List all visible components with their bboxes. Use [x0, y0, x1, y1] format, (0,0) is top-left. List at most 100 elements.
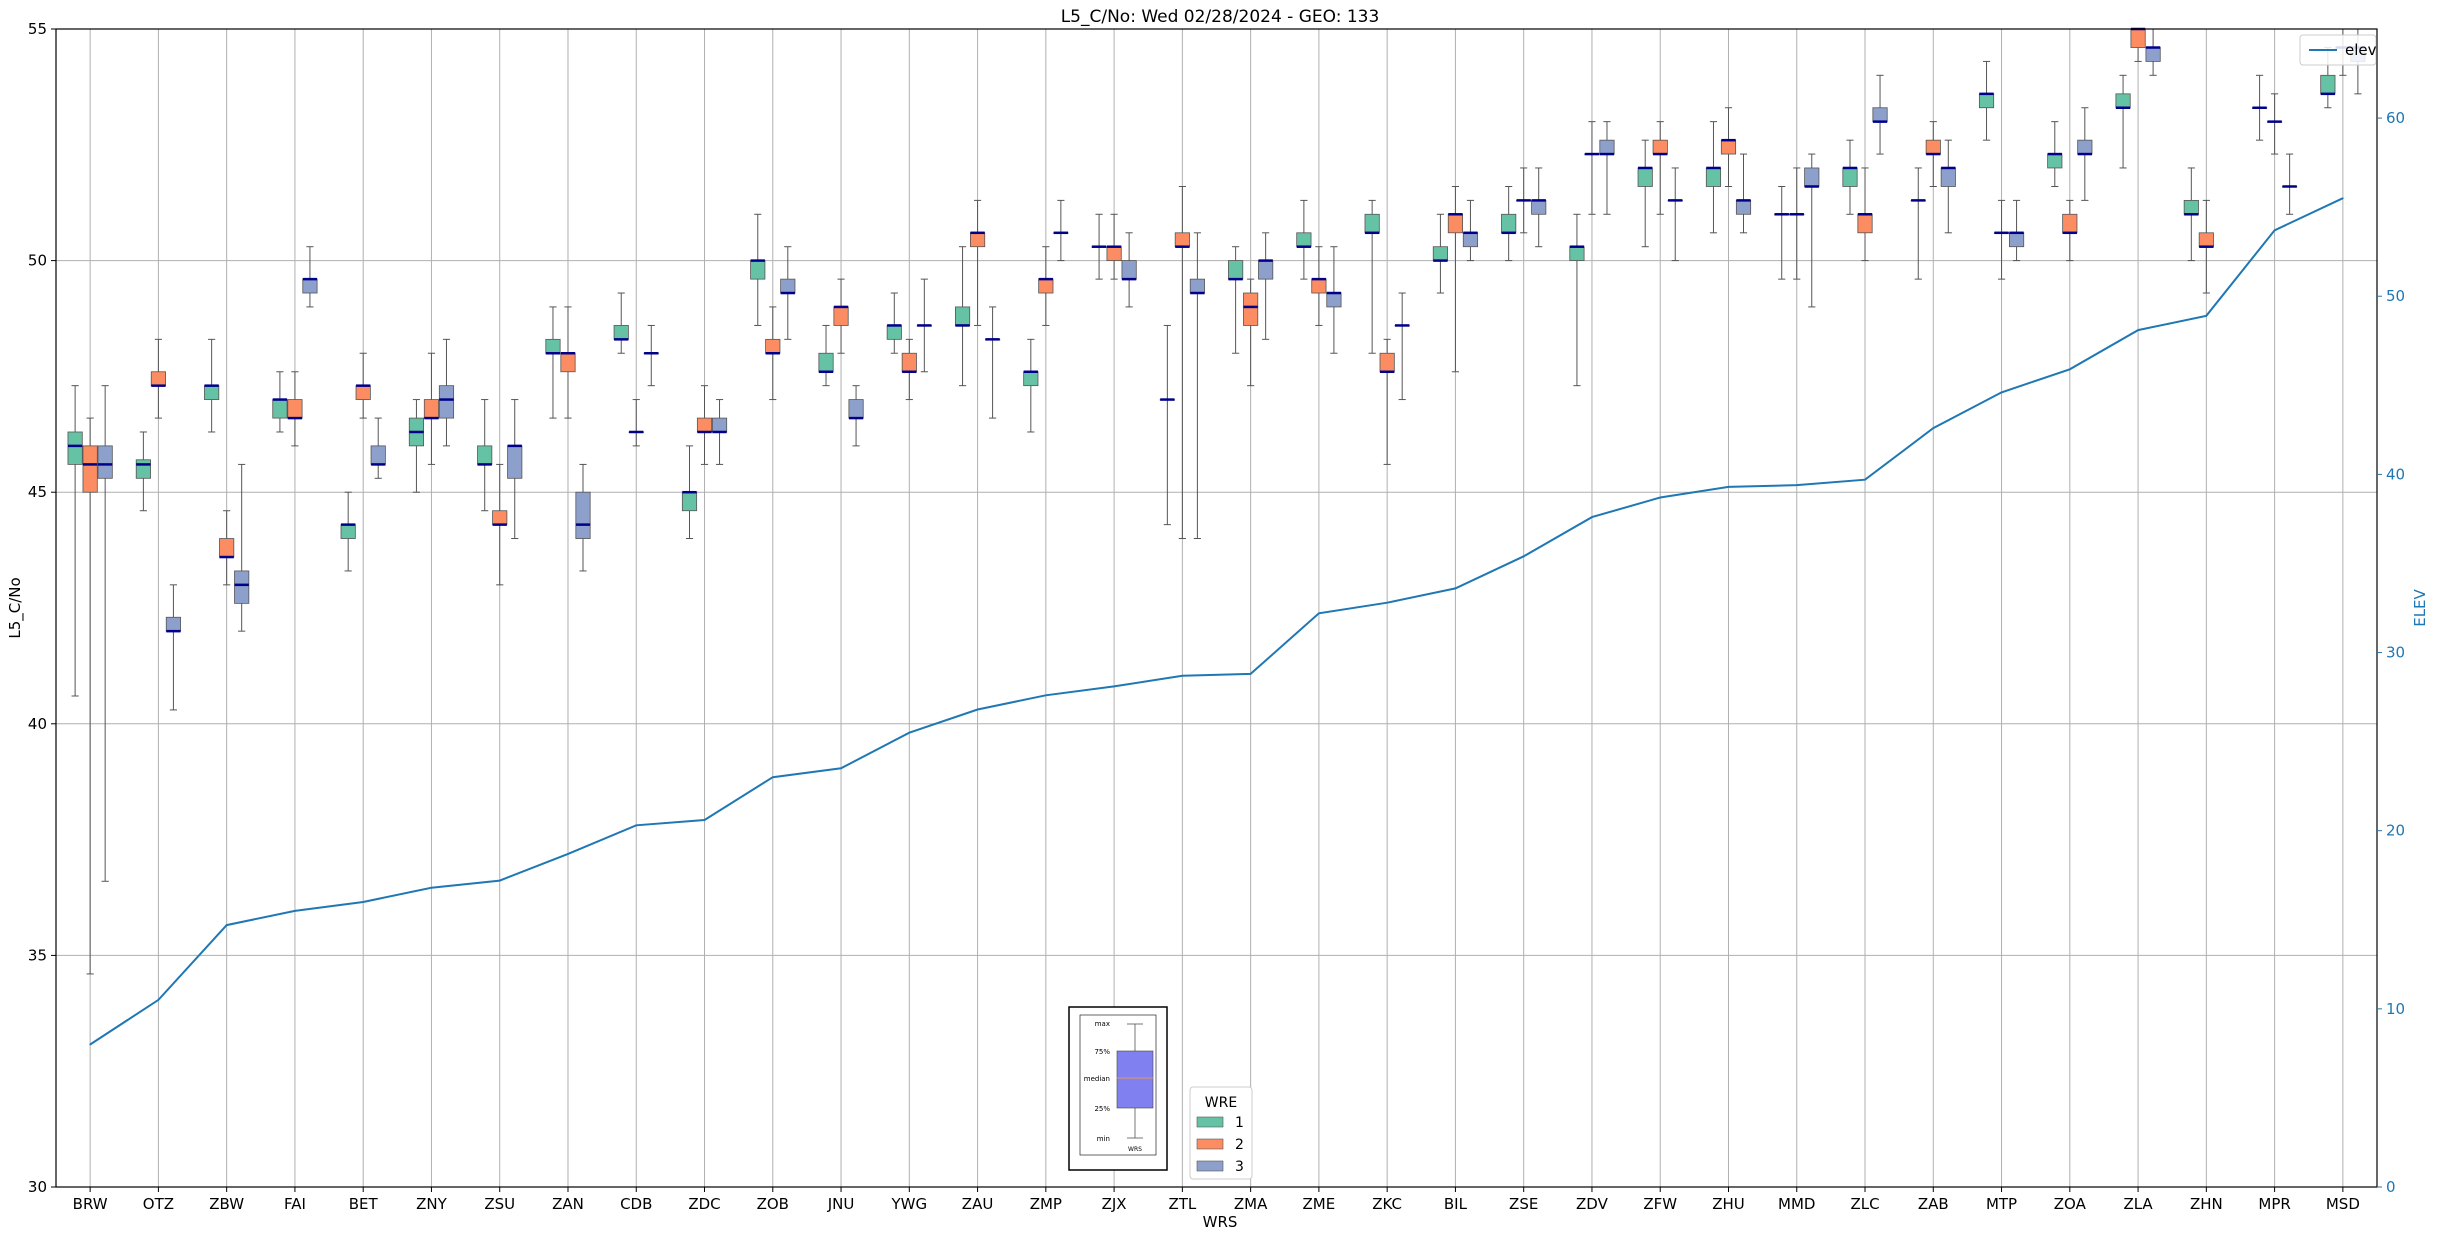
- box-ZOB-wre-3: [780, 246, 796, 340]
- elev-point: [89, 1043, 91, 1046]
- box-BIL-wre-1: [1432, 213, 1448, 294]
- box-ZSE-wre-2: [1516, 167, 1532, 234]
- box-iqr: [1637, 167, 1653, 187]
- box-MMD-wre-1: [1774, 185, 1790, 280]
- elev-point: [157, 999, 160, 1001]
- box-iqr: [477, 445, 493, 465]
- key-xlabel: WRS: [1128, 1146, 1142, 1153]
- x-tick-label: ZME: [1303, 1195, 1336, 1213]
- x-tick-label: FAI: [284, 1195, 306, 1213]
- box-ZOA-wre-2: [2062, 199, 2078, 262]
- elev-point: [908, 731, 911, 734]
- box-ZAB-wre-1: [1910, 167, 1926, 280]
- elev-point: [1591, 516, 1593, 518]
- box-BET-wre-1: [340, 491, 356, 572]
- box-ZAN-wre-2: [560, 306, 576, 419]
- right-y-tick-label: 50: [2386, 287, 2405, 305]
- box-iqr: [2077, 139, 2093, 155]
- elev-line-series: [89, 197, 2344, 1046]
- box-ZDC-wre-3: [711, 399, 728, 465]
- box-iqr: [1804, 167, 1820, 187]
- box-OTZ-wre-3: [165, 584, 181, 711]
- box-iqr: [833, 306, 849, 326]
- box-iqr: [1364, 213, 1380, 234]
- elev-point: [1454, 587, 1457, 590]
- x-tick-label: ZJX: [1102, 1195, 1127, 1213]
- box-CDB-wre-3: [643, 324, 659, 387]
- box-iqr: [1243, 292, 1259, 326]
- wre-legend-swatch-1: [1196, 1116, 1224, 1128]
- box-ZAU-wre-3: [985, 306, 1001, 419]
- box-ZNY-wre-2: [423, 352, 440, 465]
- elev-point: [362, 901, 364, 903]
- elev-legend-label: elev: [2345, 41, 2377, 59]
- box-MPR-wre-2: [2267, 93, 2283, 155]
- elev-point: [1932, 427, 1935, 429]
- box-iqr: [970, 232, 986, 248]
- right-y-tick-label: 10: [2386, 1000, 2405, 1018]
- box-ZLA-wre-2: [2130, 27, 2146, 62]
- x-tick-label: ZKC: [1372, 1195, 1402, 1213]
- right-y-axis-label: ELEV: [2411, 588, 2429, 626]
- box-BRW-wre-3: [97, 385, 113, 882]
- box-MTP-wre-1: [1978, 60, 1995, 141]
- y-tick-label: 50: [28, 252, 47, 270]
- x-tick-label: ZOA: [2054, 1195, 2087, 1213]
- x-tick-label: ZDC: [688, 1195, 720, 1213]
- box-ZBW-wre-3: [234, 463, 250, 632]
- elev-point: [2069, 368, 2071, 371]
- box-iqr: [681, 491, 698, 512]
- box-iqr: [1326, 292, 1342, 308]
- y-tick-label: 45: [28, 483, 47, 501]
- box-MTP-wre-2: [1993, 199, 2010, 280]
- x-tick-label: ZNY: [416, 1195, 447, 1213]
- box-iqr: [219, 538, 235, 558]
- right-y-tick-label: 40: [2386, 465, 2405, 483]
- wre-legend-label-2: 2: [1235, 1137, 1244, 1153]
- box-FAI-wre-2: [287, 371, 303, 447]
- box-iqr: [340, 524, 356, 539]
- box-iqr: [711, 417, 728, 433]
- elev-point: [2205, 315, 2208, 317]
- box-BET-wre-3: [370, 417, 386, 479]
- box-iqr: [204, 385, 220, 400]
- box-ZDC-wre-1: [681, 445, 698, 540]
- elev-point: [567, 853, 569, 855]
- box-OTZ-wre-1: [135, 431, 151, 512]
- box-JNU-wre-2: [833, 278, 849, 354]
- elev-point: [2137, 329, 2139, 331]
- box-ZKC-wre-3: [1394, 292, 1410, 401]
- box-ZOB-wre-2: [765, 306, 781, 401]
- box-ZOB-wre-1: [750, 213, 766, 326]
- x-tick-label: ZHN: [2190, 1195, 2223, 1213]
- box-ZAB-wre-3: [1940, 139, 1956, 234]
- box-iqr: [1106, 246, 1122, 261]
- box-iqr: [150, 371, 166, 387]
- box-ZAU-wre-2: [970, 199, 986, 326]
- box-ZHU-wre-2: [1720, 107, 1737, 187]
- grid-lines: [56, 28, 2377, 1188]
- box-iqr: [1652, 139, 1668, 155]
- box-iqr: [1978, 93, 1995, 109]
- box-ZJX-wre-3: [1121, 232, 1137, 308]
- box-ZTL-wre-1: [1159, 324, 1175, 526]
- box-FAI-wre-1: [272, 371, 288, 433]
- box-iqr: [67, 431, 83, 465]
- box-iqr: [1531, 199, 1547, 215]
- box-iqr: [1501, 213, 1517, 234]
- x-tick-label: ZHU: [1712, 1195, 1745, 1213]
- box-BET-wre-2: [355, 352, 371, 419]
- box-iqr: [1296, 232, 1312, 248]
- box-iqr: [1038, 278, 1054, 294]
- box-iqr: [2198, 232, 2214, 248]
- key-label-min: min: [1097, 1135, 1110, 1143]
- elev-point: [1113, 685, 1115, 688]
- box-ZTL-wre-3: [1189, 232, 1205, 540]
- box-ZDV-wre-2: [1584, 121, 1600, 215]
- box-ZTL-wre-2: [1174, 185, 1190, 540]
- box-ZAB-wre-2: [1925, 121, 1941, 187]
- box-ZMA-wre-3: [1258, 232, 1274, 340]
- elev-point: [294, 910, 296, 912]
- box-ZNY-wre-1: [408, 399, 425, 493]
- box-iqr: [1432, 246, 1448, 261]
